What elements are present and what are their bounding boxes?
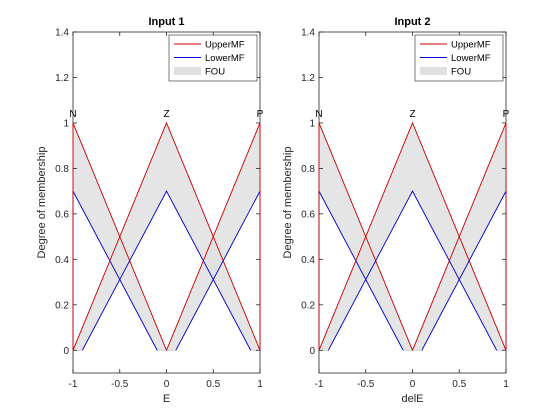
- legend-label: LowerMF: [205, 53, 245, 64]
- y-tick-label: 0: [309, 346, 315, 357]
- x-tick-label: 1: [257, 379, 263, 390]
- y-tick-label: 1.4: [301, 28, 315, 39]
- legend-label: LowerMF: [451, 53, 491, 64]
- y-tick-label: 1.2: [301, 73, 315, 84]
- x-tick-label: 1: [503, 379, 509, 390]
- upper-mf-line-z: [72, 121, 261, 351]
- mf-label-z: Z: [163, 109, 169, 120]
- chart-title: Input 1: [148, 16, 184, 28]
- y-tick-label: 0.8: [301, 164, 315, 175]
- y-tick-label: 0.2: [301, 300, 315, 311]
- x-tick-label: 0.5: [206, 379, 220, 390]
- legend-label: UpperMF: [205, 40, 245, 51]
- y-axis-label: Degree of membership: [282, 147, 294, 259]
- x-axis-label: E: [163, 393, 170, 405]
- mf-label-n: N: [69, 109, 76, 120]
- x-tick-label: 0.5: [452, 379, 466, 390]
- x-tick-label: -0.5: [357, 379, 375, 390]
- mf-label-p: P: [257, 109, 264, 120]
- y-tick-label: 0.4: [301, 255, 315, 266]
- chart-panel-1: N Z P -1 -0.5 0 0.5 1 0 0.2 0.4 0.6 0.8 1 1.2 1.4 Input …: [36, 16, 264, 405]
- mf-label-p: P: [503, 109, 510, 120]
- legend-label: UpperMF: [451, 40, 491, 51]
- legend: UpperMF LowerMF FOU: [168, 34, 258, 82]
- chart-title: Input 2: [394, 16, 430, 28]
- lower-mf-line-z: [327, 190, 498, 351]
- legend-swatch-fou: [174, 67, 201, 75]
- lower-mf-line-z: [81, 190, 252, 351]
- y-tick-label: 0: [63, 346, 69, 357]
- mf-label-n: N: [315, 109, 322, 120]
- legend: UpperMF LowerMF FOU: [414, 34, 504, 82]
- y-tick-label: 0.6: [301, 209, 315, 220]
- y-axis-label: Degree of membership: [36, 147, 48, 259]
- y-tick-label: 0.6: [55, 209, 69, 220]
- y-tick-label: 1: [309, 118, 315, 129]
- y-tick-label: 0.8: [55, 164, 69, 175]
- x-tick-label: -0.5: [111, 379, 129, 390]
- y-tick-label: 1.4: [55, 28, 69, 39]
- y-tick-label: 0.4: [55, 255, 69, 266]
- x-tick-label: 0: [164, 379, 170, 390]
- x-tick-label: -1: [69, 379, 78, 390]
- x-tick-label: 0: [410, 379, 416, 390]
- y-tick-label: 1: [63, 118, 69, 129]
- x-axis-label: delE: [401, 393, 423, 405]
- mf-label-z: Z: [409, 109, 415, 120]
- chart-panel-2: N Z P -1 -0.5 0 0.5 1 0 0.2 0.4 0.6 0.8 1 1.2 1.4 Input …: [282, 16, 510, 405]
- legend-swatch-fou: [420, 67, 447, 75]
- legend-label: FOU: [205, 67, 225, 78]
- x-tick-label: -1: [315, 379, 324, 390]
- legend-label: FOU: [451, 67, 471, 78]
- y-tick-label: 0.2: [55, 300, 69, 311]
- y-tick-label: 1.2: [55, 73, 69, 84]
- upper-mf-line-z: [318, 121, 507, 351]
